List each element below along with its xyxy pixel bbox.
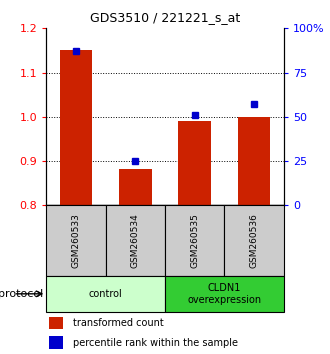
Text: GSM260534: GSM260534 — [131, 213, 140, 268]
Title: GDS3510 / 221221_s_at: GDS3510 / 221221_s_at — [90, 11, 240, 24]
Bar — [46, 276, 165, 312]
Bar — [50, 336, 63, 349]
Bar — [119, 169, 151, 205]
Bar — [106, 205, 165, 276]
Bar — [46, 205, 106, 276]
Bar — [50, 316, 63, 329]
Bar — [178, 121, 211, 205]
Bar — [165, 276, 284, 312]
Bar — [59, 51, 92, 205]
Text: percentile rank within the sample: percentile rank within the sample — [73, 337, 238, 348]
Text: CLDN1
overexpression: CLDN1 overexpression — [187, 283, 261, 305]
Bar — [165, 205, 224, 276]
Text: GSM260533: GSM260533 — [71, 213, 81, 268]
Text: protocol: protocol — [0, 289, 43, 299]
Text: GSM260536: GSM260536 — [249, 213, 259, 268]
Text: transformed count: transformed count — [73, 318, 163, 328]
Text: GSM260535: GSM260535 — [190, 213, 199, 268]
Text: control: control — [89, 289, 122, 299]
Bar — [224, 205, 284, 276]
Bar — [238, 117, 271, 205]
